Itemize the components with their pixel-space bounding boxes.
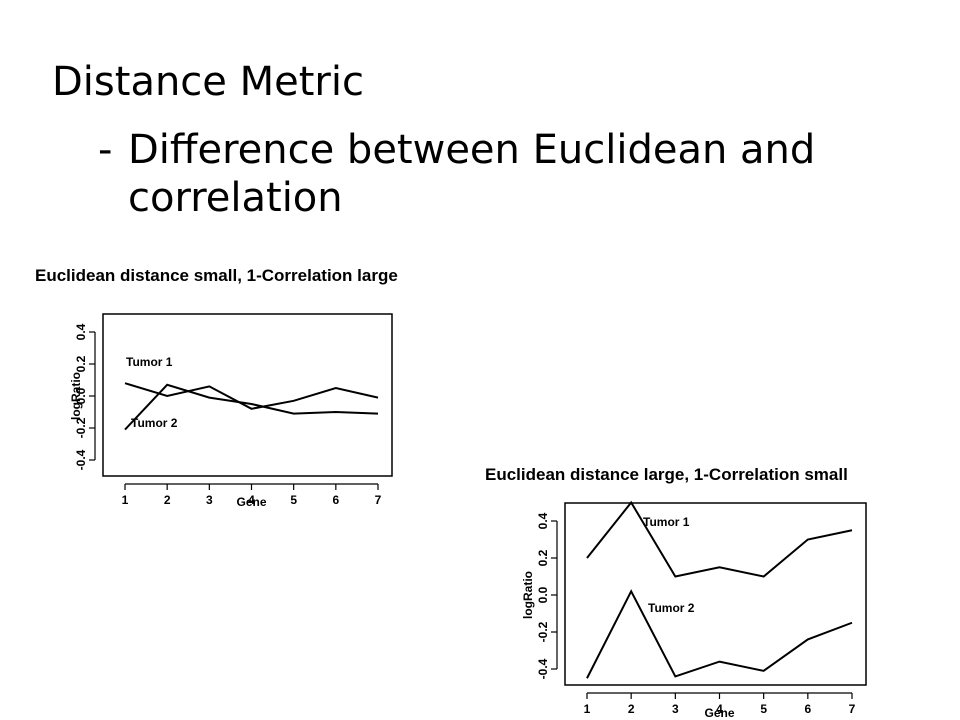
x-tick-label: 6 (332, 493, 339, 507)
x-tick-label: 6 (804, 702, 811, 716)
x-tick-label: 2 (628, 702, 635, 716)
slide-subtitle: - Difference between Euclidean and corre… (98, 126, 888, 222)
slide-title: Distance Metric (52, 59, 364, 105)
x-tick-label: 7 (849, 702, 856, 716)
y-tick-label: 0.4 (536, 512, 550, 529)
series-label: Tumor 2 (648, 601, 695, 615)
y-axis-label: logRatio (69, 372, 83, 420)
y-tick-label: 0.4 (74, 323, 88, 340)
chart-title: Euclidean distance large, 1-Correlation … (485, 465, 848, 484)
x-tick-label: 7 (375, 493, 382, 507)
x-axis-label: Gene (704, 706, 734, 720)
series-line-2 (586, 589, 853, 679)
series-label: Tumor 1 (126, 355, 173, 369)
series-line-2 (124, 383, 379, 431)
subtitle-text: Difference between Euclidean and correla… (128, 127, 816, 221)
y-tick-label: -0.4 (74, 449, 88, 470)
x-tick-label: 1 (122, 493, 129, 507)
x-tick-label: 1 (584, 702, 591, 716)
chart-euclidean-large: Euclidean distance large, 1-Correlation … (485, 465, 867, 720)
y-tick-label: 0.0 (74, 387, 88, 404)
x-tick-label: 5 (290, 493, 297, 507)
x-tick-label: 5 (760, 702, 767, 716)
subtitle-bullet: - (98, 127, 113, 173)
y-tick-label: -0.2 (536, 621, 550, 642)
y-tick-label: 0.2 (536, 549, 550, 566)
chart-euclidean-small: Euclidean distance small, 1-Correlation … (35, 266, 398, 509)
series-label: Tumor 1 (643, 515, 690, 529)
series-line-1 (586, 500, 853, 578)
series-line-1 (124, 382, 379, 410)
y-axis-label: logRatio (521, 571, 535, 619)
y-tick-label: 0.2 (74, 355, 88, 372)
x-tick-label: 3 (206, 493, 213, 507)
y-tick-label: -0.4 (536, 658, 550, 679)
y-tick-label: 0.0 (536, 586, 550, 603)
series-label: Tumor 2 (131, 416, 178, 430)
plot-frame (102, 313, 393, 477)
plot-frame (564, 502, 867, 686)
x-tick-label: 4 (716, 702, 723, 716)
chart-title: Euclidean distance small, 1-Correlation … (35, 266, 398, 285)
y-tick-label: -0.2 (74, 417, 88, 438)
x-tick-label: 3 (672, 702, 679, 716)
x-tick-label: 2 (164, 493, 171, 507)
x-axis-label: Gene (236, 495, 266, 509)
x-tick-label: 4 (248, 493, 255, 507)
